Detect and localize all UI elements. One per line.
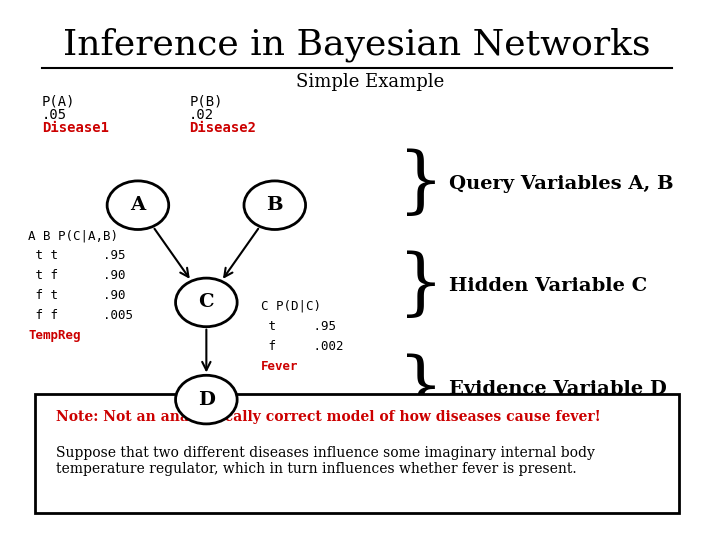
Text: Disease1: Disease1	[42, 122, 109, 136]
Text: f f      .005: f f .005	[28, 309, 133, 322]
Text: Hidden Variable C: Hidden Variable C	[449, 277, 647, 295]
Text: TempReg: TempReg	[28, 329, 81, 342]
FancyBboxPatch shape	[35, 394, 678, 513]
Circle shape	[107, 181, 168, 230]
Text: Suppose that two different diseases influence some imaginary internal body
tempe: Suppose that two different diseases infl…	[56, 446, 595, 476]
Text: }: }	[398, 354, 444, 424]
Text: t f      .90: t f .90	[28, 269, 126, 282]
Text: }: }	[398, 148, 444, 219]
Text: D: D	[198, 390, 215, 409]
Text: f     .002: f .002	[261, 340, 343, 353]
Text: f t      .90: f t .90	[28, 289, 126, 302]
Text: C: C	[199, 293, 214, 312]
Text: Disease2: Disease2	[189, 122, 256, 136]
Text: Simple Example: Simple Example	[297, 73, 445, 91]
Text: A B P(C|A,B): A B P(C|A,B)	[28, 230, 118, 242]
Text: Fever: Fever	[261, 360, 299, 373]
Text: B: B	[266, 196, 283, 214]
Circle shape	[176, 278, 237, 327]
Text: C P(D|C): C P(D|C)	[261, 300, 321, 313]
Text: Note: Not an anatomically correct model of how diseases cause fever!: Note: Not an anatomically correct model …	[56, 410, 600, 424]
Circle shape	[244, 181, 305, 230]
Text: }: }	[398, 251, 444, 321]
Text: Evidence Variable D: Evidence Variable D	[449, 380, 667, 398]
Text: .05: .05	[42, 108, 67, 122]
Text: A: A	[130, 196, 145, 214]
Text: t     .95: t .95	[261, 320, 336, 333]
Text: Inference in Bayesian Networks: Inference in Bayesian Networks	[63, 27, 651, 62]
Text: .02: .02	[189, 108, 215, 122]
Text: P(A): P(A)	[42, 94, 76, 109]
Text: Query Variables A, B: Query Variables A, B	[449, 174, 674, 193]
Circle shape	[176, 375, 237, 424]
Text: P(B): P(B)	[189, 94, 222, 109]
Text: t t      .95: t t .95	[28, 249, 126, 262]
